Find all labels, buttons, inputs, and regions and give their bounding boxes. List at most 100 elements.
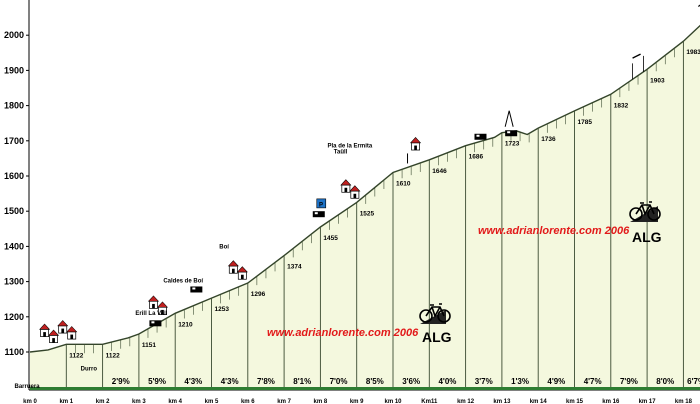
y-axis: 1100 1200 1300 1400 1500 1600 1700 1800 1900 2000 xyxy=(4,0,30,390)
altitude-label: 1785 xyxy=(578,119,593,126)
hotel-body xyxy=(505,130,518,137)
altitude-label: 1903 xyxy=(650,77,665,84)
altitude-label: 1122 xyxy=(106,352,120,359)
x-tick-label: km 18 xyxy=(675,399,693,404)
x-tick-label: km 14 xyxy=(530,399,548,404)
logo-text: ALG xyxy=(632,229,662,245)
house-door xyxy=(43,332,46,337)
x-tick-label: km 5 xyxy=(205,399,219,404)
house-roof xyxy=(39,323,51,330)
place-marker xyxy=(57,320,78,340)
hotel-pillow xyxy=(476,134,480,137)
place-marker xyxy=(227,260,248,280)
x-tick-label: km 8 xyxy=(314,399,328,404)
gradient-label: 6'7% xyxy=(687,377,700,386)
y-tick-label: 1200 xyxy=(4,312,24,322)
x-tick-label: km 6 xyxy=(241,399,255,404)
house-icon xyxy=(39,323,51,337)
house-icon xyxy=(48,329,60,343)
ski-lift-icon xyxy=(632,53,641,59)
y-tick-label: 1400 xyxy=(4,241,24,251)
gradient-label: 4'3% xyxy=(184,377,202,386)
place-name: Barruera xyxy=(15,384,41,390)
gradient-label: 5'9% xyxy=(148,377,166,386)
hotel-body xyxy=(474,133,487,140)
house-roof xyxy=(147,295,160,302)
house-door xyxy=(52,338,55,343)
house-roof xyxy=(66,326,78,333)
house-door xyxy=(414,145,417,151)
grade-bar-segment xyxy=(30,387,700,390)
x-tick-label: km 17 xyxy=(639,399,657,404)
gradient-label: 8'5% xyxy=(366,377,384,386)
place-marker xyxy=(190,286,203,293)
altitude-label: 1832 xyxy=(614,102,629,109)
gradient-label: 4'0% xyxy=(438,377,456,386)
gradient-labels: 2'9% 5'9% 4'3% 4'3% 7'8% 8'1% 7'0% 8'5% 3'6% 4'0%… xyxy=(112,377,700,386)
parking-icon xyxy=(316,198,327,209)
place-name: Caldes de Boí xyxy=(163,278,203,284)
watermark-text: www.adrianlorente.com 2006 xyxy=(267,327,419,339)
house-door xyxy=(61,328,65,334)
y-tick-label: 1600 xyxy=(4,171,24,181)
hotel-pillow xyxy=(314,212,318,215)
gradient-label: 7'8% xyxy=(257,377,275,386)
altitude-label: 1455 xyxy=(323,235,338,242)
hotel-icon xyxy=(190,286,203,293)
hotel-body xyxy=(190,286,203,293)
hotel-icon xyxy=(474,133,487,140)
hotel-body xyxy=(312,211,325,218)
hotel-icon xyxy=(149,320,162,327)
house-roof xyxy=(410,137,422,144)
x-tick-label: km 12 xyxy=(457,399,475,404)
house-icon xyxy=(349,185,361,199)
x-tick-label: km 15 xyxy=(566,399,584,404)
gradient-label: 8'0% xyxy=(656,377,674,386)
altitude-label: 1525 xyxy=(360,210,375,217)
house-roof xyxy=(236,266,248,273)
altitude-label: 1736 xyxy=(541,136,556,143)
house-icon xyxy=(236,266,248,280)
house-icon xyxy=(410,137,422,151)
house-roof xyxy=(57,320,69,327)
house-icon xyxy=(227,260,239,274)
x-tick-label: km 1 xyxy=(59,399,73,404)
gradient-label: 7'0% xyxy=(330,377,348,386)
house-roof xyxy=(340,179,352,186)
house-roof xyxy=(227,260,239,267)
place-name: Erill La Vall xyxy=(135,311,167,317)
grade-bar xyxy=(30,387,700,390)
cyclist-logo: ALG xyxy=(629,201,662,245)
gradient-label: 2'9% xyxy=(112,377,130,386)
altitude-label: 1122 xyxy=(69,352,83,359)
gradient-label: 4'3% xyxy=(221,377,239,386)
place-name: Boí xyxy=(219,245,229,251)
gradient-label: 8'1% xyxy=(293,377,311,386)
watermark-text: www.adrianlorente.com 2006 xyxy=(478,225,630,237)
altitude-labels: 1122 1122 1151 1210 1253 1296 1374 1455 1525 1610… xyxy=(69,49,700,359)
logo-text: ALG xyxy=(422,329,452,345)
x-tick-label: km 0 xyxy=(23,399,37,404)
y-tick-label: 1300 xyxy=(4,277,24,287)
altitude-label: 1151 xyxy=(142,342,156,349)
gradient-label: 7'9% xyxy=(620,377,638,386)
hotel-pillow xyxy=(151,321,155,324)
place-markers: Barruera Durro Erill La Vall Caldes de Boí B… xyxy=(15,4,700,390)
place-name: Durro xyxy=(81,366,98,372)
altitude-label: 1686 xyxy=(469,154,484,161)
gradient-label: 3'6% xyxy=(402,377,420,386)
house-roof xyxy=(48,329,60,336)
y-tick-label: 1500 xyxy=(4,206,24,216)
altitude-label: 1646 xyxy=(432,168,447,175)
x-tick-label: km 7 xyxy=(277,399,291,404)
place-marker xyxy=(147,295,169,315)
house-door xyxy=(240,274,244,280)
y-tick-label: 1900 xyxy=(4,65,24,75)
x-tick-label: km 2 xyxy=(96,399,110,404)
place-marker xyxy=(407,137,422,164)
place-name: Pla de la Ermita xyxy=(328,143,373,149)
bicycle-icon xyxy=(419,303,451,323)
altitude-label: 1296 xyxy=(251,291,266,298)
y-tick-label: 1800 xyxy=(4,101,24,111)
